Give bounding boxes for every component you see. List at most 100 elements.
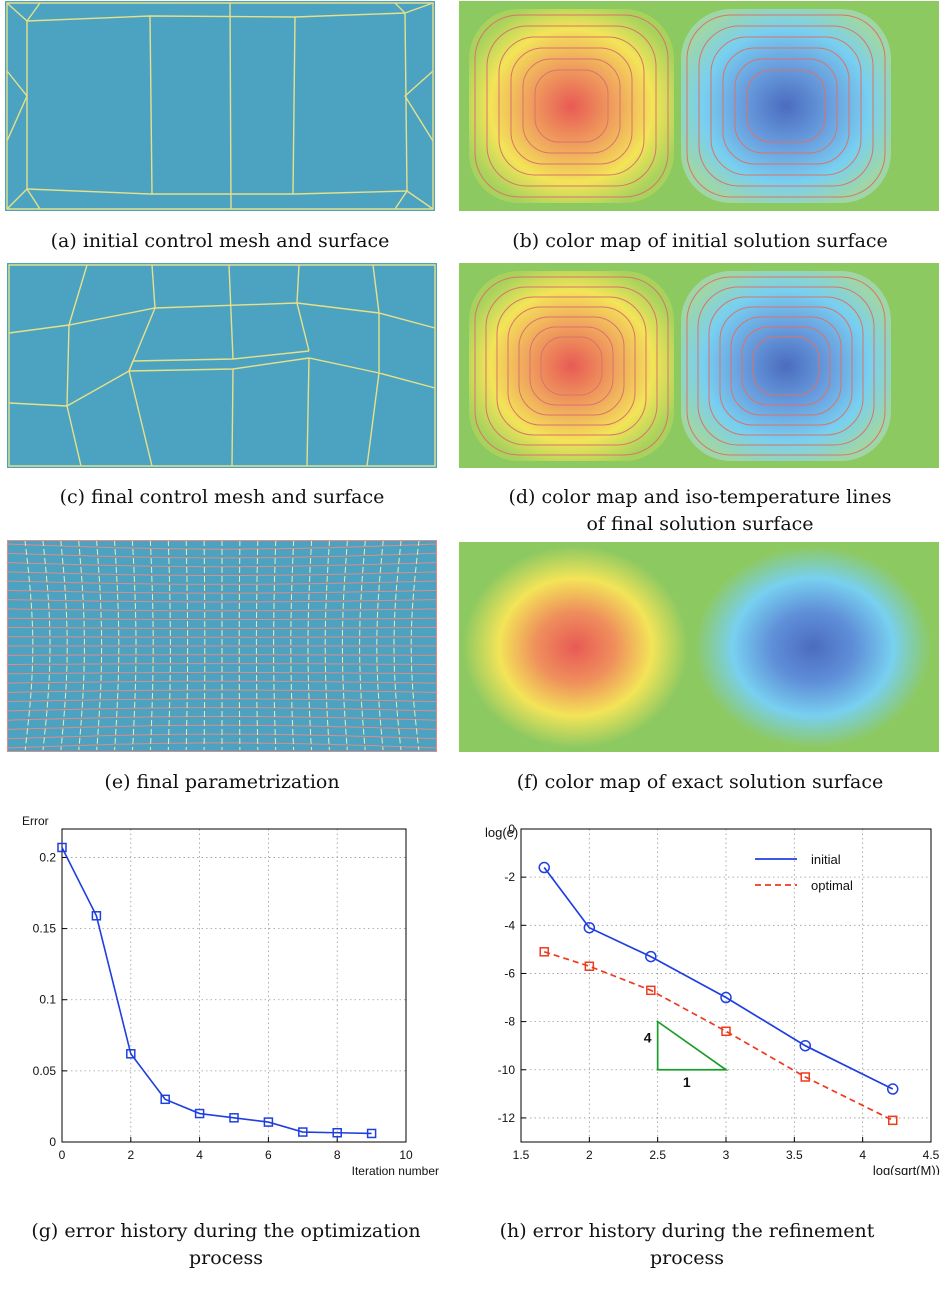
param-line-v [307, 540, 313, 751]
x-tick-label: 6 [265, 1148, 272, 1162]
x-tick-label: 1.5 [513, 1148, 530, 1162]
param-line-v [24, 540, 34, 751]
param-line-v [290, 540, 295, 751]
slope-triangle [656, 1019, 729, 1071]
param-line-v [410, 540, 420, 751]
y-tick-label: -2 [504, 870, 515, 884]
x-tick-label: 3 [723, 1148, 730, 1162]
param-line-v [203, 540, 206, 751]
caption-e: (e) final parametrization [104, 771, 340, 793]
point-marker-optimal [800, 1072, 811, 1082]
error-point-marker [298, 1127, 308, 1137]
param-line-v [255, 540, 259, 751]
iso-lines-cold [686, 14, 886, 198]
series-line-optimal [543, 950, 894, 1122]
optimization-error-chart: 0 2 4 6 8 10 0 0.05 0.1 0.15 0.2 Error Iteration num… [22, 815, 439, 1175]
error-point-marker [194, 1108, 205, 1119]
param-line-v [78, 540, 85, 751]
param-line-h [7, 589, 437, 594]
x-tick-label: 8 [334, 1148, 341, 1162]
refinement-error-chart: 1.5 2 2.5 3 3.5 4 4.5 0 -2 -4 -6 -8 -10 -12 log(e) log(… [485, 822, 940, 1175]
x-tick-label: 2 [586, 1148, 593, 1162]
param-line-v [131, 540, 137, 751]
error-point-marker [160, 1094, 170, 1105]
x-tick-label: 4 [196, 1148, 203, 1162]
point-marker-optimal [887, 1115, 898, 1126]
iso-lines-cold [686, 276, 886, 456]
point-marker-initial [886, 1083, 899, 1095]
point-marker-optimal [584, 961, 595, 971]
param-line-h [7, 663, 437, 665]
y-tick-label: -8 [504, 1015, 515, 1029]
final-solution-colormap-panel [459, 263, 939, 468]
final-control-mesh-panel [7, 263, 437, 468]
error-point-marker [57, 842, 67, 853]
control-mesh-lines [8, 264, 436, 467]
error-point-marker [332, 1128, 342, 1138]
caption-d-line1: (d) color map and iso-temperature lines [508, 486, 892, 508]
plot-frame [61, 828, 407, 1143]
param-line-h [7, 562, 437, 568]
cold-region [695, 546, 931, 748]
x-tick-label: 2 [127, 1148, 134, 1162]
initial-control-mesh-panel [5, 1, 435, 211]
param-line-v [114, 540, 120, 751]
x-tick-label: 3.5 [786, 1148, 803, 1162]
x-axis-label: Iteration number [352, 1164, 439, 1175]
mesh-surface [5, 1, 435, 211]
param-line-v [60, 540, 68, 751]
final-parametrization-panel [7, 540, 437, 752]
param-line-v [238, 540, 241, 751]
param-line-h [7, 608, 437, 612]
point-marker-initial [645, 950, 657, 963]
y-tick-label: -12 [498, 1111, 516, 1125]
caption-c: (c) final control mesh and surface [59, 486, 385, 508]
slope-label-horizontal: 1 [683, 1074, 691, 1090]
caption-h-line2: process [649, 1247, 725, 1269]
param-line-v [149, 540, 154, 751]
caption-a: (a) initial control mesh and surface [50, 230, 390, 252]
param-line-v [96, 540, 103, 751]
control-mesh-lines [6, 2, 434, 210]
caption-d-line2: of final solution surface [586, 513, 814, 535]
point-marker-optimal [539, 947, 549, 957]
param-line-h [7, 617, 437, 621]
param-line-h [7, 636, 437, 638]
error-point-marker [229, 1113, 239, 1123]
y-tick-label: 0.15 [33, 922, 57, 936]
param-line-h [7, 671, 437, 675]
error-point-marker [366, 1128, 377, 1139]
y-tick-label: 0.2 [39, 850, 56, 864]
param-line-v [167, 540, 171, 751]
param-line-v [359, 540, 366, 751]
x-tick-label: 0 [59, 1148, 66, 1162]
param-vertical-lines [24, 540, 420, 751]
caption-b: (b) color map of initial solution surfac… [512, 230, 888, 252]
iso-lines-hot [474, 14, 669, 198]
error-point-marker [91, 911, 102, 921]
param-line-v [393, 540, 402, 751]
param-line-v [376, 540, 384, 751]
point-marker-initial [538, 861, 550, 874]
cold-region [681, 271, 891, 461]
x-tick-label: 2.5 [649, 1148, 666, 1162]
param-line-h [7, 627, 437, 629]
param-line-v [42, 540, 51, 751]
cold-region [681, 9, 891, 203]
point-marker-initial [720, 991, 732, 1004]
param-line-h [7, 552, 437, 559]
legend-label-initial: initial [811, 852, 841, 867]
y-tick-label: -6 [504, 966, 515, 980]
y-tick-label: 0.1 [39, 993, 56, 1007]
error-point-marker [263, 1117, 274, 1127]
hot-region [469, 271, 674, 461]
param-line-h [7, 680, 437, 684]
caption-f: (f) color map of exact solution surface [516, 771, 884, 793]
point-marker-optimal [646, 985, 656, 996]
error-series-line [61, 847, 372, 1135]
y-tick-label: -10 [498, 1063, 516, 1077]
param-line-h [7, 580, 437, 585]
y-axis-label: log(e) [485, 825, 518, 840]
slope-label-vertical: 4 [644, 1030, 652, 1046]
x-tick-label: 10 [399, 1148, 413, 1162]
